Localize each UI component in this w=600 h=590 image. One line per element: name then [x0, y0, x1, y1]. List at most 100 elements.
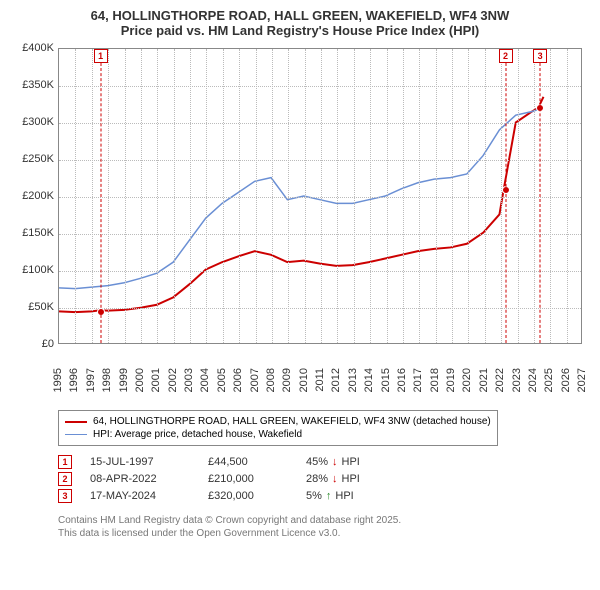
- xtick-label: 2016: [396, 368, 408, 392]
- gridline-v: [288, 49, 289, 343]
- gridline-h: [59, 234, 581, 235]
- sale-price: £44,500: [208, 456, 288, 468]
- arrow-down-icon: ↓: [332, 456, 338, 468]
- sale-row: 208-APR-2022£210,00028%↓HPI: [58, 472, 590, 486]
- gridline-v: [419, 49, 420, 343]
- sale-row: 3 17-MAY-2024 £320,000 5%↑HPI: [58, 489, 590, 503]
- chart-container: 64, HOLLINGTHORPE ROAD, HALL GREEN, WAKE…: [0, 0, 600, 590]
- series-line-price_paid: [59, 97, 543, 312]
- sale-marker: 3: [58, 489, 72, 503]
- ytick-label: £100K: [10, 264, 54, 276]
- xtick-label: 2019: [445, 368, 457, 392]
- gridline-v: [92, 49, 93, 343]
- xtick-label: 2003: [183, 368, 195, 392]
- sale-marker-line: [505, 63, 506, 343]
- xtick-label: 2020: [461, 368, 473, 392]
- xtick-label: 2027: [576, 368, 588, 392]
- xtick-label: 2007: [249, 368, 261, 392]
- gridline-v: [550, 49, 551, 343]
- sale-row: 115-JUL-1997£44,50045%↓HPI: [58, 455, 590, 469]
- gridline-v: [337, 49, 338, 343]
- legend-label: 64, HOLLINGTHORPE ROAD, HALL GREEN, WAKE…: [93, 416, 491, 427]
- sale-price: £320,000: [208, 490, 288, 502]
- xtick-label: 2015: [380, 368, 392, 392]
- gridline-v: [108, 49, 109, 343]
- title-line-1: 64, HOLLINGTHORPE ROAD, HALL GREEN, WAKE…: [10, 8, 590, 23]
- gridline-v: [125, 49, 126, 343]
- title-line-2: Price paid vs. HM Land Registry's House …: [10, 23, 590, 38]
- legend-swatch: [65, 421, 87, 423]
- sale-delta-pct: 5%: [306, 490, 322, 502]
- xtick-label: 1995: [52, 368, 64, 392]
- gridline-v: [206, 49, 207, 343]
- xtick-label: 2023: [511, 368, 523, 392]
- gridline-v: [518, 49, 519, 343]
- gridline-v: [239, 49, 240, 343]
- sales-list: 115-JUL-1997£44,50045%↓HPI208-APR-2022£2…: [10, 452, 590, 506]
- gridline-v: [157, 49, 158, 343]
- xtick-label: 2017: [412, 368, 424, 392]
- sale-delta: 28% ↓ HPI: [306, 473, 360, 485]
- chart-title: 64, HOLLINGTHORPE ROAD, HALL GREEN, WAKE…: [10, 8, 590, 38]
- xtick-label: 2014: [363, 368, 375, 392]
- gridline-v: [567, 49, 568, 343]
- ytick-label: £50K: [10, 301, 54, 313]
- gridline-v: [321, 49, 322, 343]
- gridline-v: [534, 49, 535, 343]
- sale-marker-box: 1: [94, 49, 108, 63]
- xtick-label: 2013: [347, 368, 359, 392]
- xtick-label: 1996: [68, 368, 80, 392]
- xtick-label: 2025: [543, 368, 555, 392]
- xtick-label: 2012: [330, 368, 342, 392]
- gridline-h: [59, 271, 581, 272]
- legend-row: HPI: Average price, detached house, Wake…: [65, 428, 491, 441]
- legend-label: HPI: Average price, detached house, Wake…: [93, 429, 302, 440]
- gridline-v: [305, 49, 306, 343]
- gridline-v: [370, 49, 371, 343]
- xtick-label: 2008: [265, 368, 277, 392]
- ytick-label: £150K: [10, 227, 54, 239]
- xtick-label: 1997: [85, 368, 97, 392]
- gridline-v: [141, 49, 142, 343]
- ytick-label: £350K: [10, 79, 54, 91]
- gridline-v: [436, 49, 437, 343]
- attribution: Contains HM Land Registry data © Crown c…: [58, 514, 590, 540]
- xtick-label: 2001: [150, 368, 162, 392]
- gridline-v: [256, 49, 257, 343]
- sale-marker-line: [540, 63, 541, 343]
- gridline-h: [59, 197, 581, 198]
- gridline-v: [354, 49, 355, 343]
- gridline-v: [75, 49, 76, 343]
- ytick-label: £400K: [10, 42, 54, 54]
- sale-date: 17-MAY-2024: [90, 490, 190, 502]
- ytick-label: £200K: [10, 190, 54, 202]
- sale-marker-line: [100, 63, 101, 343]
- sale-delta-suffix: HPI: [342, 473, 360, 485]
- gridline-v: [501, 49, 502, 343]
- gridline-v: [190, 49, 191, 343]
- xtick-label: 1999: [118, 368, 130, 392]
- gridline-h: [59, 308, 581, 309]
- sale-price: £210,000: [208, 473, 288, 485]
- gridline-v: [223, 49, 224, 343]
- gridline-v: [452, 49, 453, 343]
- sale-marker: 2: [58, 472, 72, 486]
- arrow-down-icon: ↓: [332, 473, 338, 485]
- xtick-label: 2011: [314, 368, 326, 392]
- xtick-label: 2026: [560, 368, 572, 392]
- chart-area: 123 £0£50K£100K£150K£200K£250K£300K£350K…: [10, 44, 590, 404]
- sale-delta-suffix: HPI: [342, 456, 360, 468]
- sale-delta: 45%↓HPI: [306, 456, 360, 468]
- sale-delta-suffix: HPI: [335, 490, 353, 502]
- legend-swatch: [65, 434, 87, 436]
- xtick-label: 2010: [298, 368, 310, 392]
- sale-delta: 5%↑HPI: [306, 490, 354, 502]
- sale-marker-box: 3: [533, 49, 547, 63]
- xtick-label: 2006: [232, 368, 244, 392]
- sale-marker: 1: [58, 455, 72, 469]
- plot-region: 123: [58, 48, 582, 344]
- sale-delta-pct: 28%: [306, 473, 328, 485]
- chart-lines-svg: [59, 49, 581, 343]
- xtick-label: 2004: [199, 368, 211, 392]
- legend-row: 64, HOLLINGTHORPE ROAD, HALL GREEN, WAKE…: [65, 415, 491, 428]
